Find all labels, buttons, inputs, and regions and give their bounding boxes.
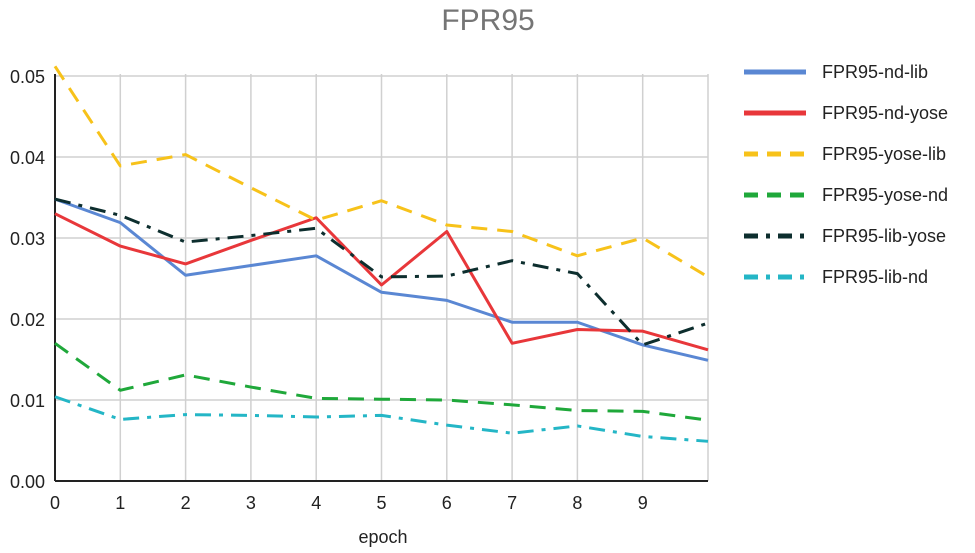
x-tick-label: 8 (572, 493, 582, 513)
legend-label: FPR95-lib-yose (822, 226, 946, 246)
x-tick-label: 0 (50, 493, 60, 513)
x-tick-label: 4 (311, 493, 321, 513)
series-line-FPR95-yose-nd (54, 342, 709, 422)
legend-label: FPR95-yose-lib (822, 144, 946, 164)
tick-labels: 0.00 0.01 0.02 0.03 0.04 0.05 0 1 2 3 4 5 6 7 8 9 (10, 67, 648, 513)
series-line-FPR95-lib-nd (54, 395, 709, 443)
y-tick-label: 0.05 (10, 67, 45, 87)
legend-label: FPR95-lib-nd (822, 267, 928, 287)
y-tick-label: 0.04 (10, 148, 45, 168)
series-lines (53, 65, 709, 443)
y-tick-label: 0.02 (10, 310, 45, 330)
x-tick-label: 7 (507, 493, 517, 513)
legend-label: FPR95-yose-nd (822, 185, 948, 205)
series-line-FPR95-yose-lib (53, 65, 709, 279)
x-tick-label: 1 (115, 493, 125, 513)
legend-label: FPR95-nd-yose (822, 103, 948, 123)
legend-label: FPR95-nd-lib (822, 62, 928, 82)
x-tick-label: 5 (376, 493, 386, 513)
x-axis-label: epoch (358, 527, 407, 547)
x-tick-label: 2 (181, 493, 191, 513)
chart-title: FPR95 (441, 4, 534, 37)
y-tick-label: 0.03 (10, 229, 45, 249)
x-tick-label: 6 (442, 493, 452, 513)
legend: FPR95-nd-lib FPR95-nd-yose FPR95-yose-lib F… (744, 62, 948, 287)
series-line-FPR95-nd-yose (54, 212, 709, 352)
axes (54, 74, 708, 482)
series-line-FPR95-lib-yose (54, 197, 709, 347)
y-tick-label: 0.00 (10, 472, 45, 492)
x-tick-label: 3 (246, 493, 256, 513)
y-tick-label: 0.01 (10, 391, 45, 411)
x-tick-label: 9 (638, 493, 648, 513)
